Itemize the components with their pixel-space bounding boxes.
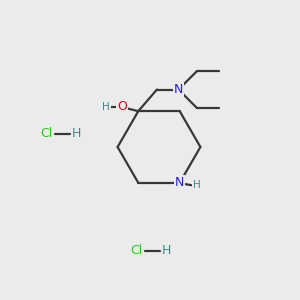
- Text: H: H: [193, 180, 201, 190]
- Text: H: H: [102, 102, 110, 112]
- Text: H: H: [162, 244, 172, 257]
- Text: N: N: [175, 176, 184, 189]
- Text: O: O: [117, 100, 127, 113]
- Text: Cl: Cl: [40, 127, 52, 140]
- Text: N: N: [174, 83, 183, 96]
- Text: Cl: Cl: [130, 244, 142, 257]
- Text: H: H: [72, 127, 82, 140]
